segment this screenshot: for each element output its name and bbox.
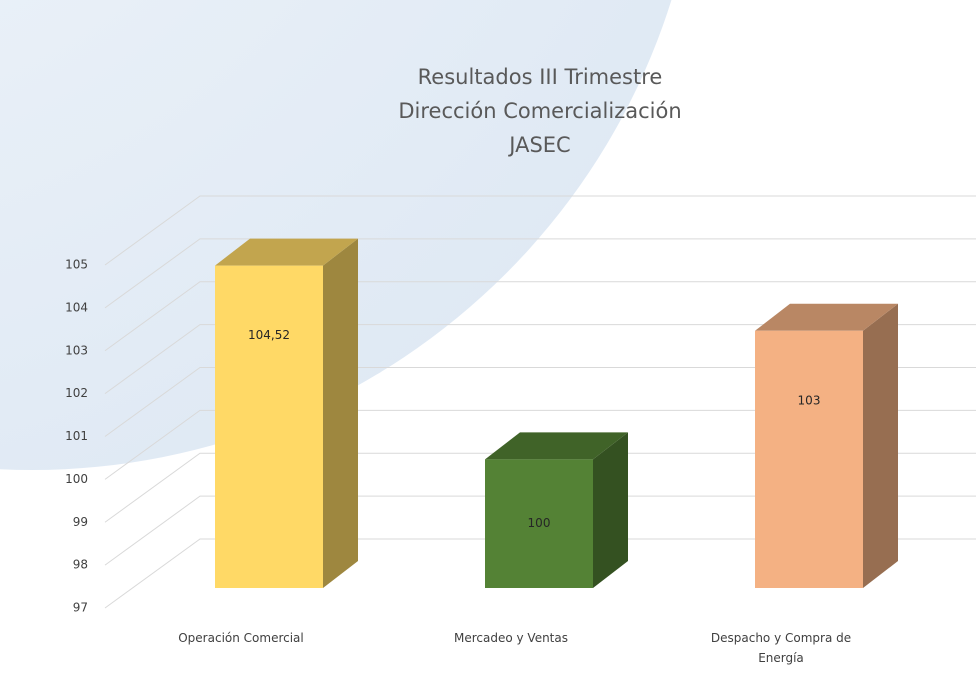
- chart-title: JASEC: [507, 133, 570, 157]
- bar-front: [755, 330, 863, 588]
- y-tick-label: 103: [65, 343, 88, 357]
- y-tick-label: 104: [65, 300, 88, 314]
- grid-line: [104, 367, 976, 437]
- bar-top: [215, 238, 358, 266]
- grid-line: [104, 238, 976, 309]
- bar-top: [485, 432, 628, 460]
- data-label: 104,52: [248, 328, 290, 342]
- grid-line: [104, 195, 976, 266]
- bar-side: [593, 432, 628, 588]
- y-tick-label: 105: [65, 258, 88, 272]
- y-tick-label: 99: [73, 515, 88, 529]
- data-label: 103: [798, 393, 821, 407]
- chart-title: Dirección Comercialización: [398, 99, 681, 123]
- y-tick-label: 101: [65, 429, 88, 443]
- bar: [485, 432, 628, 588]
- y-tick-label: 98: [73, 558, 88, 572]
- chart-title: Resultados III Trimestre: [418, 65, 663, 89]
- x-tick-label: Mercadeo y Ventas: [453, 631, 568, 645]
- grid-line: [104, 538, 976, 609]
- grid-line: [104, 281, 976, 352]
- bar-top: [755, 303, 898, 331]
- bar-side: [863, 303, 898, 588]
- bar: [215, 238, 358, 588]
- bar: [755, 303, 898, 588]
- background-shape: [0, 0, 672, 470]
- grid-line: [104, 452, 976, 523]
- bar-front: [485, 459, 593, 588]
- y-tick-label: 97: [73, 601, 88, 615]
- data-label: 100: [528, 516, 551, 530]
- grid-line: [104, 409, 976, 480]
- y-tick-label: 102: [65, 386, 88, 400]
- bar-front: [215, 265, 323, 588]
- x-tick-label: Despacho y Compra de Energía: [710, 631, 852, 665]
- grid-line: [104, 495, 976, 566]
- x-tick-label: Operación Comercial: [178, 631, 304, 645]
- y-tick-label: 100: [65, 472, 88, 486]
- grid-line: [104, 324, 976, 395]
- bar-side: [323, 238, 358, 588]
